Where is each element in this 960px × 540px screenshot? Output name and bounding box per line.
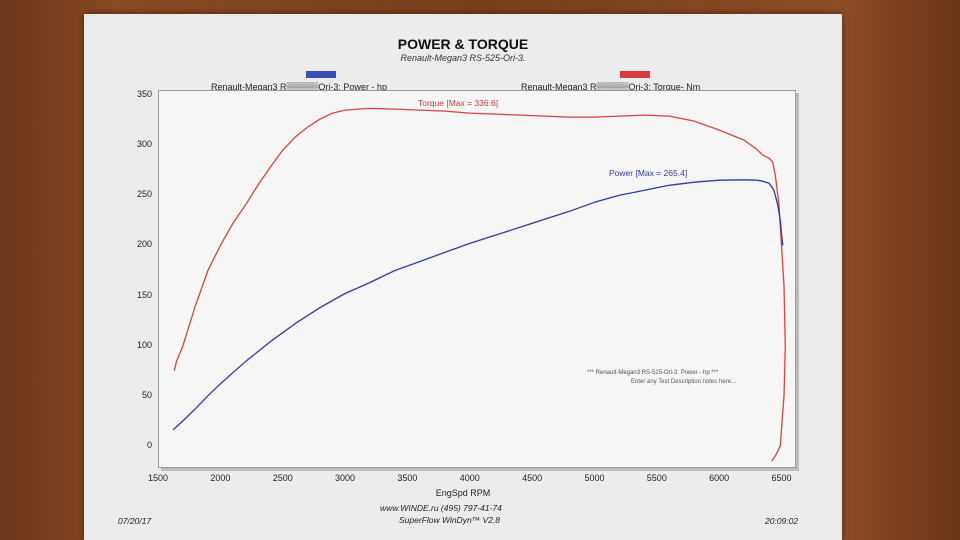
x-tick-label: 4500 [522, 473, 543, 483]
y-tick-label: 150 [136, 289, 152, 300]
y-tick-label: 350 [136, 89, 152, 99]
x-tick-label: 2000 [210, 473, 231, 483]
x-tick-label: 6500 [771, 473, 792, 483]
chart-svg [172, 107, 786, 462]
power-series-line [172, 179, 784, 431]
y-tick-label: 100 [136, 339, 152, 350]
x-tick-label: 5500 [646, 473, 667, 483]
power-max-annotation: Power [Max = 265.4] [609, 168, 688, 178]
torque-max-annotation: Torque [Max = 336.6] [418, 98, 499, 108]
y-tick-label: 0 [146, 439, 152, 450]
x-tick-label: 5000 [584, 473, 605, 483]
x-tick-label: 6000 [709, 473, 730, 483]
y-tick-label: 250 [136, 189, 152, 200]
y-tick-label: 300 [136, 139, 152, 150]
footer-software: SuperFlow WinDyn™ V2.8 [399, 515, 501, 525]
torque-series-line [173, 107, 786, 462]
x-tick-label: 1500 [147, 473, 169, 483]
x-tick-label: 3000 [335, 473, 356, 483]
x-tick-label: 3500 [397, 473, 418, 483]
test-note-line2: Enter any Test Description notes here... [631, 379, 736, 385]
torque-legend-swatch [620, 71, 650, 78]
chart-title: POWER & TORQUE [397, 36, 529, 52]
torque-legend-label: Renault-Megan3 R▒▒▒▒▒Ori-3: Torque- Nm [521, 82, 701, 92]
footer-website: www.WINDE.ru (495) 797-41-74 [380, 503, 502, 513]
chart-subtitle: Renault-Megan3 RS-525-Ori-3. [400, 53, 526, 63]
x-tick-label: 4000 [459, 473, 480, 483]
power-legend-swatch [306, 71, 336, 78]
test-note-line1: *** Renault-Megan3 RS-525-Ori-3: Power -… [587, 370, 719, 376]
footer-date: 07/20/17 [118, 516, 152, 526]
dyno-printout: POWER & TORQUE Renault-Megan3 RS-525-Ori… [84, 14, 842, 540]
x-tick-label: 2500 [272, 473, 293, 483]
footer-time: 20:09:02 [765, 516, 799, 526]
x-axis-label: EngSpd RPM [435, 488, 491, 498]
plot-area [158, 90, 796, 468]
y-tick-label: 200 [136, 239, 152, 250]
power-legend-label: Renault-Megan3 R▒▒▒▒▒Ori-3: Power - hp [211, 82, 387, 92]
y-tick-label: 50 [141, 389, 152, 400]
